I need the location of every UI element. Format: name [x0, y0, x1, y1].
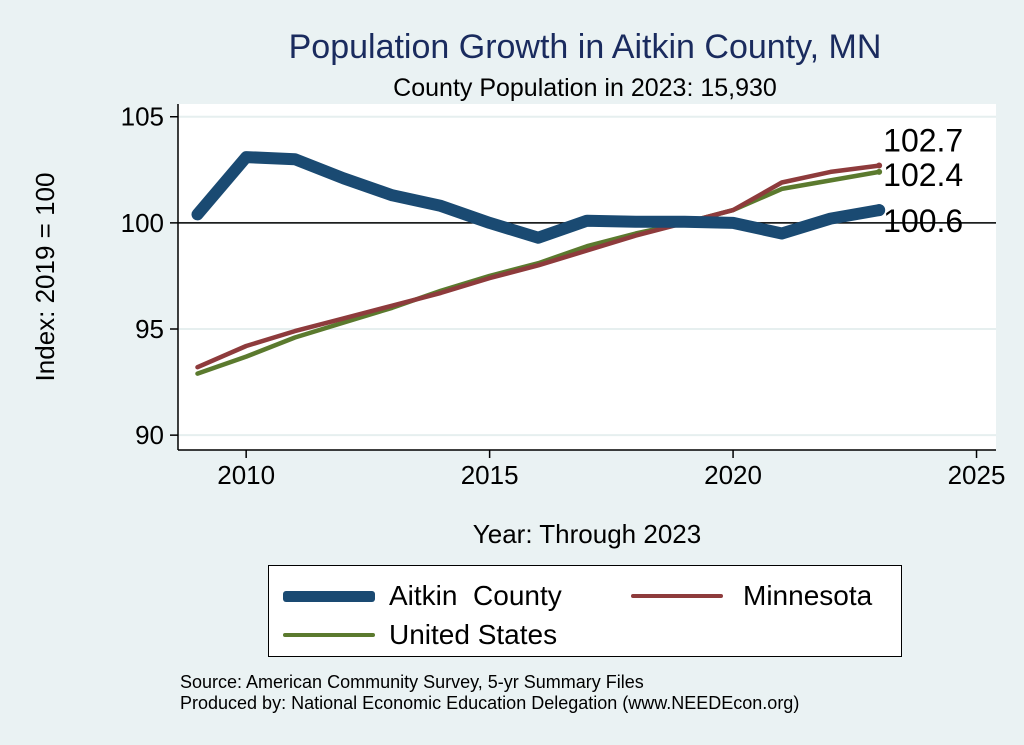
y-tick-label-95: 95: [135, 314, 164, 344]
end-point-united-states: [876, 168, 883, 175]
y-tick-label-100: 100: [121, 208, 164, 238]
chart-subtitle: County Population in 2023: 15,930: [393, 74, 777, 102]
legend-label-minnesota: Minnesota: [743, 580, 873, 611]
end-label-aitkin-county: 100.6: [883, 203, 963, 239]
chart-legend: Aitkin County Minnesota United States: [268, 565, 902, 657]
legend-swatch-minnesota: [631, 594, 723, 598]
x-tick-label-2025: 2025: [948, 460, 1006, 490]
legend-item-minnesota: Minnesota: [631, 580, 872, 612]
legend-item-united-states: United States: [283, 619, 557, 651]
series-lines: [191, 151, 886, 376]
series-line-minnesota: [195, 163, 882, 370]
legend-item-aitkin: Aitkin County: [283, 580, 562, 612]
legend-swatch-united-states: [283, 633, 375, 637]
end-label-minnesota: 102.7: [883, 123, 963, 159]
end-label-united-states: 102.4: [883, 157, 963, 193]
legend-label-aitkin: Aitkin County: [389, 580, 562, 611]
producer-line: Produced by: National Economic Education…: [180, 693, 800, 713]
x-axis-label: Year: Through 2023: [473, 519, 701, 549]
x-tick-label-2015: 2015: [461, 460, 519, 490]
legend-label-united-states: United States: [389, 619, 558, 650]
y-tick-label-105: 105: [121, 102, 164, 132]
end-point-aitkin-county: [873, 204, 886, 217]
source-note: Source: American Community Survey, 5-yr …: [180, 672, 799, 714]
y-tick-label-90: 90: [135, 420, 164, 450]
axes: 90 95 100 105 2010 2015 2020 2025: [121, 102, 1006, 490]
y-axis-label: Index: 2019 = 100: [30, 173, 60, 382]
chart-title: Population Growth in Aitkin County, MN: [288, 28, 882, 66]
source-line: Source: American Community Survey, 5-yr …: [180, 672, 644, 692]
series-line-aitkin-county: [191, 151, 886, 244]
x-tick-label-2020: 2020: [704, 460, 762, 490]
x-tick-label-2010: 2010: [217, 460, 275, 490]
legend-swatch-aitkin: [283, 590, 375, 602]
end-point-minnesota: [876, 162, 883, 169]
